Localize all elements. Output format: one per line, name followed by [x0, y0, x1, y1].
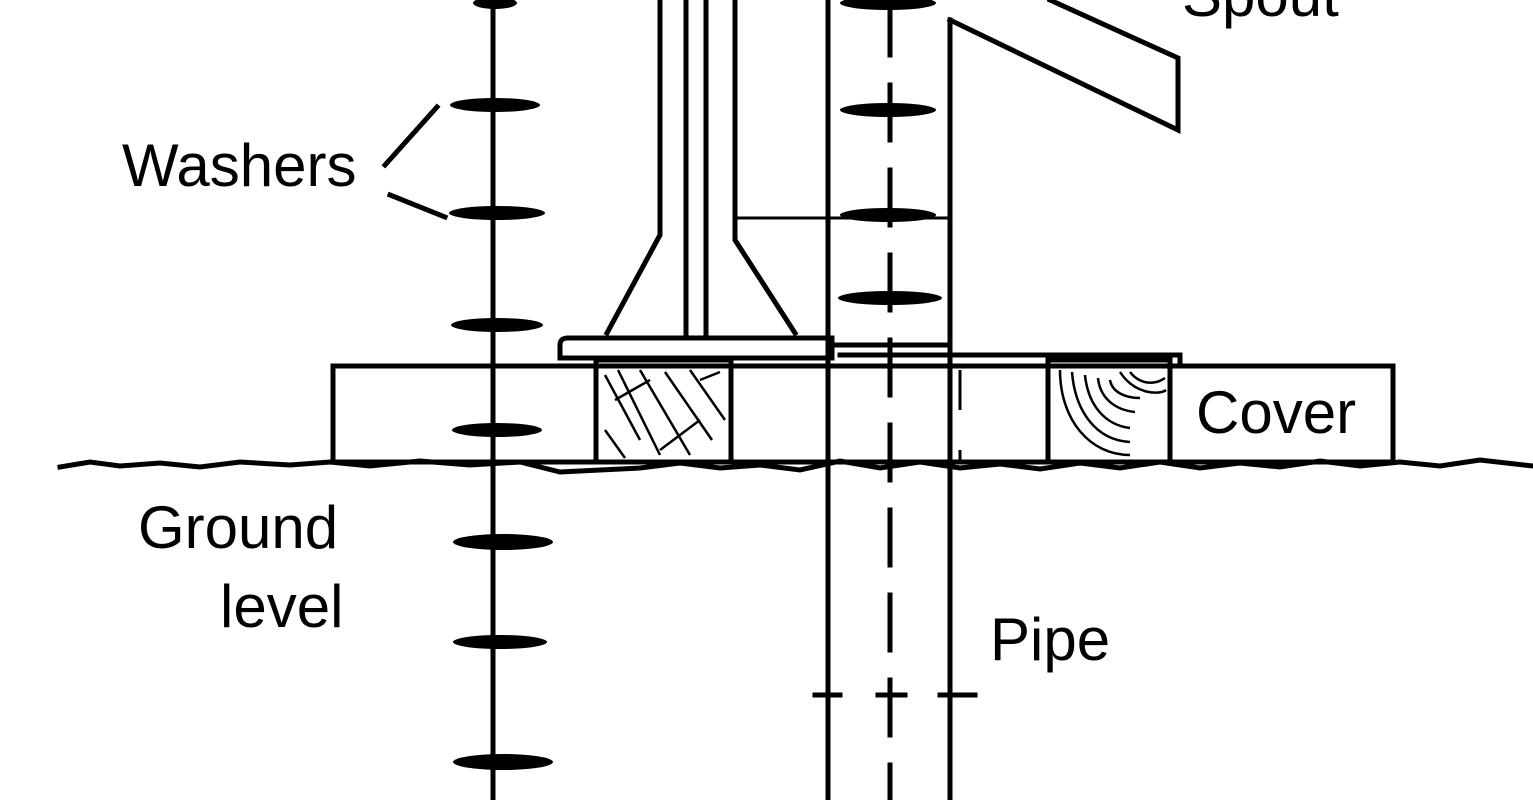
label-ground: Ground	[138, 494, 338, 561]
spout-outline	[946, 0, 1181, 221]
washer	[453, 635, 547, 649]
washer	[453, 754, 553, 770]
washer	[451, 318, 543, 332]
washer	[453, 534, 553, 550]
wood-grain-left	[603, 369, 727, 459]
label-cover: Cover	[1196, 379, 1356, 446]
label-washers: Washers	[122, 132, 357, 199]
washer	[473, 0, 517, 9]
washer	[840, 103, 936, 117]
pump-flange-plate	[557, 335, 835, 361]
label-spout: Spout	[1182, 0, 1339, 29]
washers-inner	[838, 0, 942, 305]
washer	[449, 206, 545, 220]
washer	[840, 0, 936, 10]
ground-level-line	[57, 457, 1533, 475]
washers-leader-lower	[386, 191, 449, 221]
wood-block-right	[1045, 357, 1173, 465]
pump-column-right-wall	[732, 0, 799, 337]
washers-leader-upper	[381, 103, 441, 169]
cover-top-plate	[837, 352, 1183, 369]
label-pipe: Pipe	[990, 606, 1110, 673]
washer	[450, 98, 540, 112]
label-level: level	[220, 573, 343, 640]
pump-column-left-wall	[603, 0, 663, 337]
washers-left	[449, 0, 553, 770]
washer	[838, 291, 942, 305]
washer	[452, 423, 542, 437]
washer	[840, 208, 936, 222]
cover-slab	[330, 363, 1396, 465]
wood-grain-right	[1058, 369, 1167, 457]
